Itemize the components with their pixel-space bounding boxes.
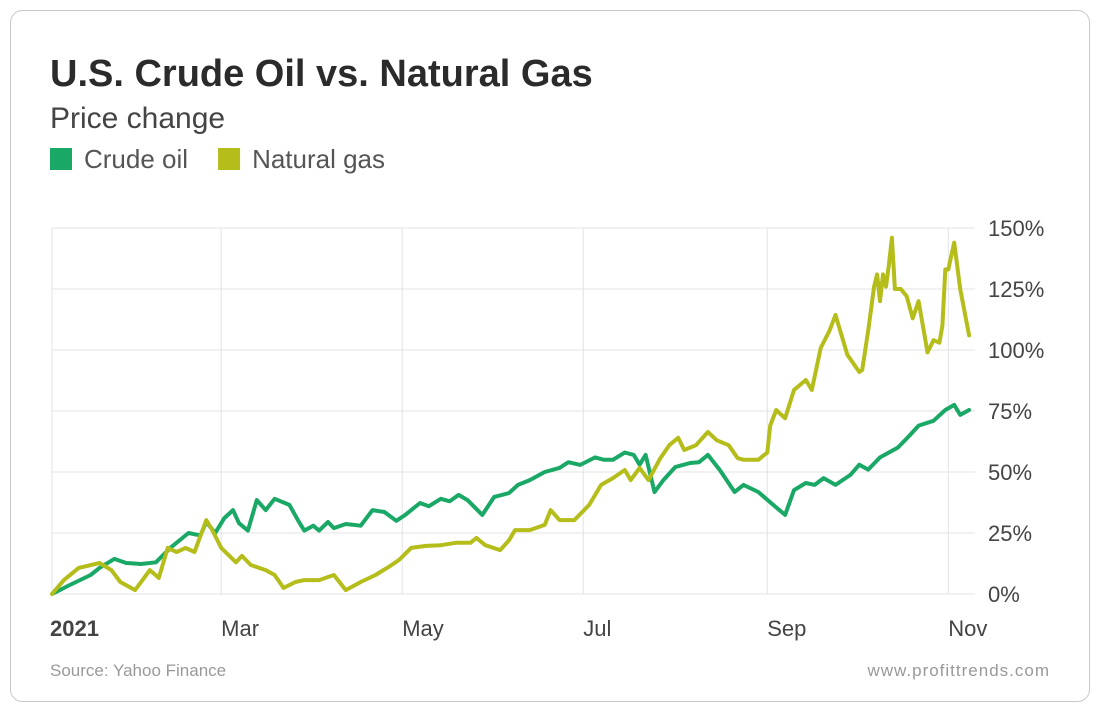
legend-swatch <box>50 148 72 170</box>
legend-label: Natural gas <box>252 144 385 174</box>
y-tick-label: 50% <box>988 460 1032 485</box>
x-tick-label: 2021 <box>50 616 99 641</box>
chart-subtitle: Price change <box>50 102 225 135</box>
y-tick-label: 25% <box>988 521 1032 546</box>
y-tick-label: 150% <box>988 216 1044 241</box>
legend-label: Crude oil <box>84 144 188 174</box>
series-line <box>50 235 972 596</box>
y-tick-label: 125% <box>988 277 1044 302</box>
series-line <box>50 402 972 596</box>
source: Source: Yahoo Finance <box>50 661 226 680</box>
x-tick-label: Mar <box>221 616 259 641</box>
y-tick-label: 100% <box>988 338 1044 363</box>
x-tick-label: Nov <box>948 616 987 641</box>
card <box>10 10 1090 702</box>
credit: www.profittrends.com <box>867 661 1051 680</box>
chart-title: U.S. Crude Oil vs. Natural Gas <box>50 53 593 95</box>
y-tick-label: 0% <box>988 582 1020 607</box>
y-tick-label: 75% <box>988 399 1032 424</box>
x-tick-label: May <box>402 616 444 641</box>
legend-swatch <box>218 148 241 170</box>
x-tick-label: Sep <box>767 616 806 641</box>
x-tick-label: Jul <box>583 616 611 641</box>
